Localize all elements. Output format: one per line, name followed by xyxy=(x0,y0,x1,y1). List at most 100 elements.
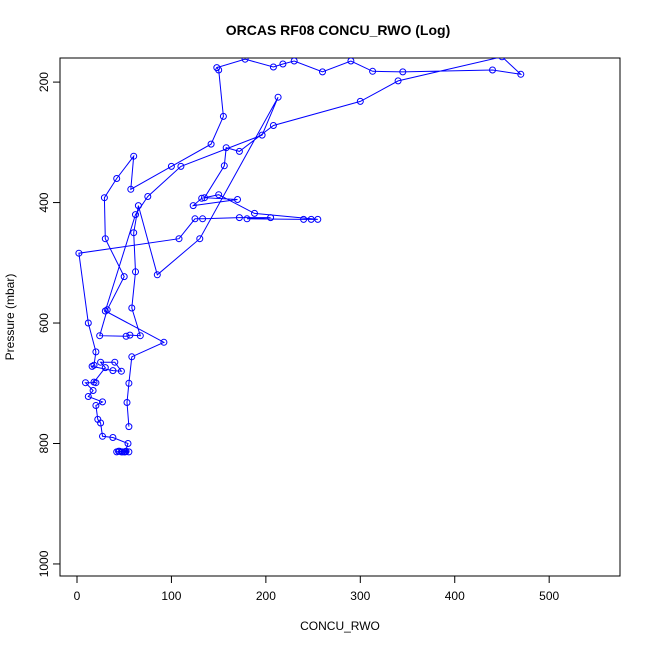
data-point xyxy=(222,144,230,152)
data-point xyxy=(144,193,152,200)
y-tick-label: 400 xyxy=(37,192,51,212)
x-tick-label: 400 xyxy=(445,589,465,603)
data-point xyxy=(290,58,298,65)
data-point xyxy=(100,194,108,202)
data-point xyxy=(127,185,135,193)
data-point xyxy=(356,97,364,105)
data-point xyxy=(198,194,206,202)
x-tick-label: 300 xyxy=(350,589,370,603)
data-point xyxy=(125,379,133,387)
data-point xyxy=(132,211,139,219)
data-point xyxy=(251,209,258,217)
data-point xyxy=(84,319,92,327)
data-point xyxy=(175,235,183,243)
data-point xyxy=(111,358,119,366)
data-point xyxy=(101,235,109,243)
data-point xyxy=(82,379,89,387)
data-point xyxy=(300,215,308,223)
data-point xyxy=(307,215,315,223)
data-point xyxy=(136,332,144,340)
data-point xyxy=(94,415,102,423)
data-point xyxy=(167,162,175,170)
data-point xyxy=(92,348,100,356)
data-point xyxy=(153,271,161,279)
data-point xyxy=(189,202,197,210)
data-point xyxy=(99,398,106,406)
data-point xyxy=(199,215,207,223)
y-axis-label: Pressure (mbar) xyxy=(3,274,17,361)
data-point xyxy=(235,214,243,222)
data-point xyxy=(369,67,377,75)
data-point xyxy=(394,77,402,85)
x-tick-label: 100 xyxy=(161,589,181,603)
data-point xyxy=(489,66,496,74)
data-point xyxy=(122,332,130,340)
data-point xyxy=(125,423,133,431)
data-point xyxy=(269,122,277,129)
y-axis: 200 400 600 800 1000 xyxy=(37,72,61,577)
series-points xyxy=(75,58,525,456)
data-point xyxy=(234,196,241,203)
y-tick-label: 1000 xyxy=(37,550,51,577)
data-point xyxy=(258,131,266,139)
series-line xyxy=(78,58,523,453)
data-point xyxy=(215,66,223,74)
data-point xyxy=(120,273,128,281)
data-point xyxy=(96,332,104,340)
data-point xyxy=(113,175,121,182)
data-point xyxy=(130,229,138,237)
x-axis: 0 100 200 300 400 500 xyxy=(74,575,560,603)
data-point xyxy=(121,448,129,456)
data-point xyxy=(177,162,185,170)
data-point xyxy=(267,214,275,222)
chart-title: ORCAS RF08 CONCU_RWO (Log) xyxy=(226,22,451,38)
data-point xyxy=(196,235,204,243)
data-point xyxy=(314,215,322,223)
data-point xyxy=(498,58,506,61)
data-point xyxy=(109,367,117,375)
data-point xyxy=(191,215,199,223)
data-point xyxy=(220,162,228,170)
data-point xyxy=(274,93,282,101)
data-point xyxy=(219,112,227,120)
plot-frame xyxy=(59,57,621,577)
y-tick-label: 800 xyxy=(37,433,51,453)
data-point xyxy=(134,202,142,210)
plot-area xyxy=(75,58,525,456)
x-axis-label: CONCU_RWO xyxy=(300,619,380,633)
x-tick-label: 500 xyxy=(539,589,559,603)
data-point xyxy=(128,353,136,361)
data-point xyxy=(101,364,109,372)
data-point xyxy=(103,306,111,314)
x-tick-label: 200 xyxy=(256,589,276,603)
y-tick-label: 600 xyxy=(37,313,51,333)
data-point xyxy=(347,58,355,65)
data-point xyxy=(125,448,133,456)
data-point xyxy=(97,358,105,366)
data-point xyxy=(88,362,96,370)
data-point xyxy=(124,440,132,447)
data-point xyxy=(201,194,208,202)
data-point xyxy=(109,434,117,441)
data-point xyxy=(117,367,125,375)
data-point xyxy=(99,432,106,440)
data-point xyxy=(241,58,249,63)
data-point xyxy=(117,448,125,456)
data-point xyxy=(517,70,525,78)
data-point xyxy=(101,307,109,315)
data-point xyxy=(215,191,223,199)
data-point xyxy=(123,399,131,406)
data-point xyxy=(399,68,407,76)
data-point xyxy=(128,304,136,312)
data-point xyxy=(90,378,98,386)
data-point xyxy=(279,60,287,68)
data-point xyxy=(84,393,92,400)
data-point xyxy=(89,387,97,394)
x-tick-label: 0 xyxy=(74,589,81,603)
data-point xyxy=(126,331,134,339)
data-point xyxy=(115,447,122,455)
data-point xyxy=(75,249,83,257)
data-point xyxy=(132,268,139,276)
data-point xyxy=(92,402,100,409)
data-point xyxy=(130,152,138,160)
